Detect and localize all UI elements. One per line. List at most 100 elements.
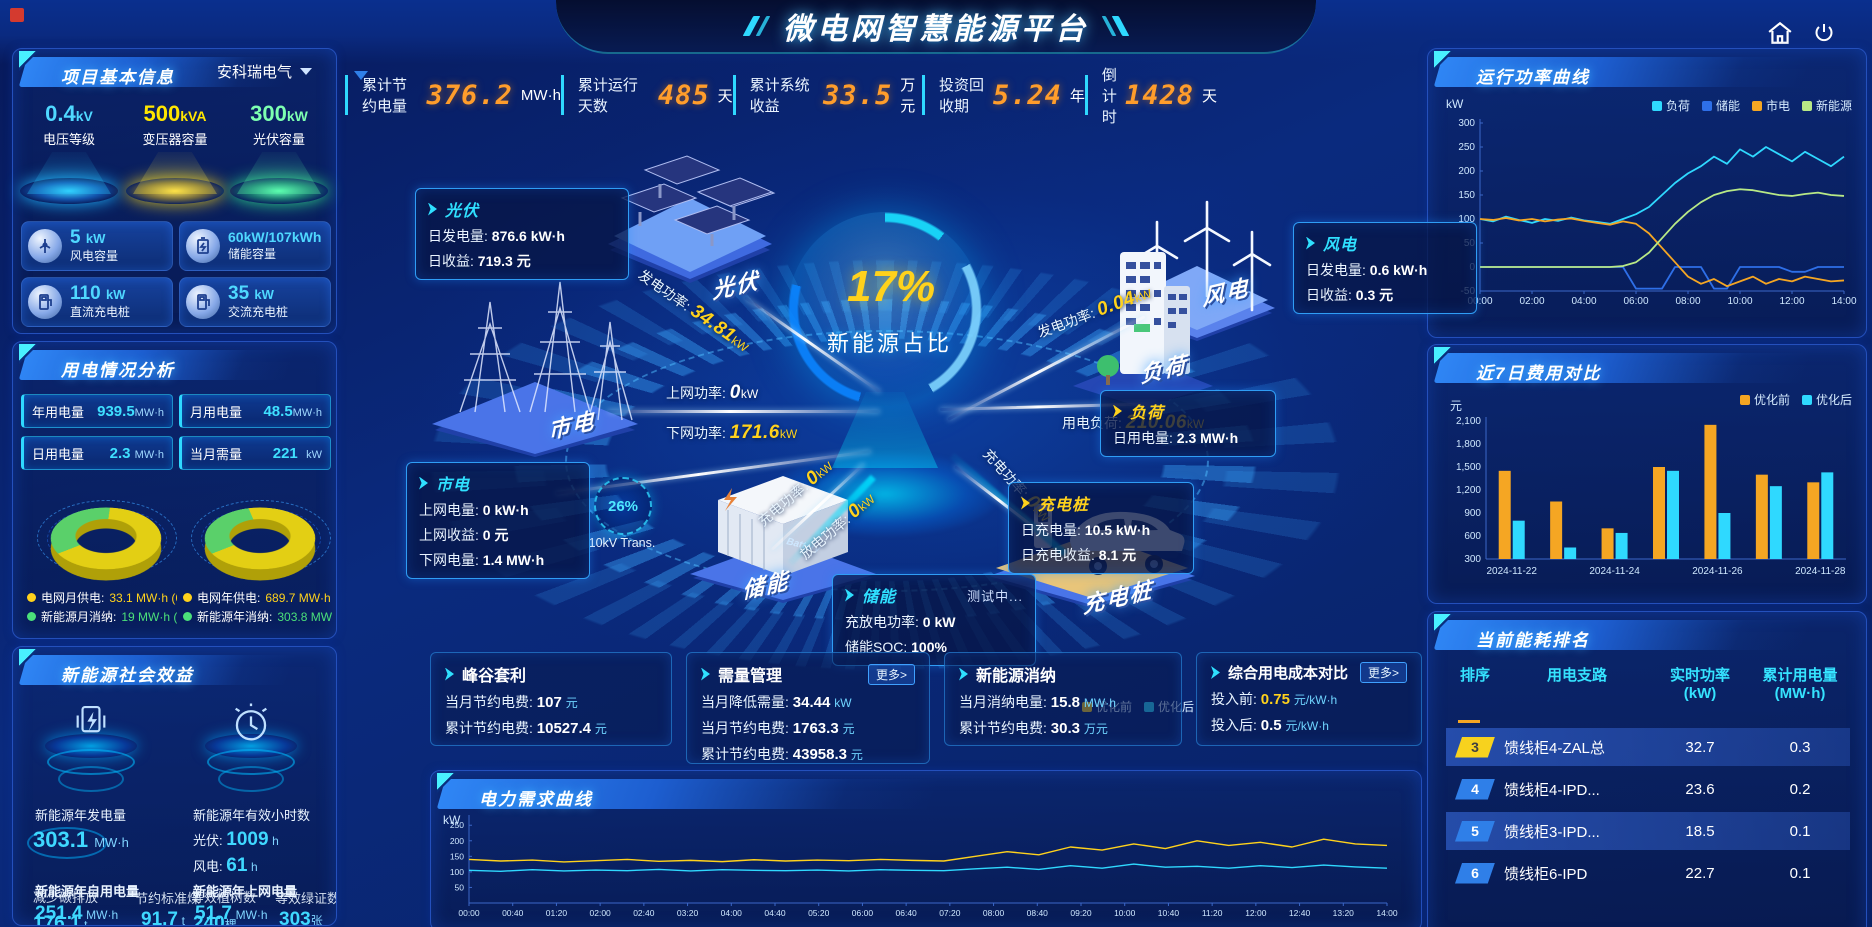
pedestal-voltage: 0.4kV 电压等级 xyxy=(17,101,121,204)
arrow-icon xyxy=(445,667,454,681)
certs-label: 等效绿证数 xyxy=(275,891,337,906)
svg-text:04:40: 04:40 xyxy=(764,908,786,918)
card-storage-capacity: 60kW/107kWh 储能容量 xyxy=(179,221,331,271)
chip-month-demand: 当月需量 221 kW xyxy=(179,436,331,470)
cost-legend: 优化前 优化后 xyxy=(1739,391,1852,408)
svg-text:50: 50 xyxy=(455,882,465,892)
transformer-label: 10kV Trans. xyxy=(588,536,656,550)
svg-text:09:20: 09:20 xyxy=(1070,908,1092,918)
legend-year-renew: 新能源年消纳:303.8 MW·h (31%) xyxy=(183,608,333,625)
svg-text:2024-11-28: 2024-11-28 xyxy=(1795,566,1846,577)
svg-text:01:20: 01:20 xyxy=(546,908,568,918)
chip-day-usage: 日用电量 2.3 MW·h xyxy=(21,436,173,470)
arrow-icon xyxy=(1113,404,1122,418)
table-row[interactable]: 6 馈线柜6-IPD 22.7 0.1 xyxy=(1446,854,1850,892)
arrow-icon xyxy=(1021,496,1030,510)
demand-chart: 250 200 150 100 50 00:00 00:40 01:20 02:00 02:40 0… xyxy=(450,815,1398,918)
rank-badge: 5 xyxy=(1455,820,1495,842)
arrow-icon xyxy=(845,588,854,602)
arrow-icon xyxy=(428,202,437,216)
legend-year-grid: 电网年供电:689.7 MW·h (69%) xyxy=(183,589,333,606)
svg-text:10:00: 10:00 xyxy=(1727,296,1752,307)
card-dc-charger: 110 kW 直流充电桩 xyxy=(21,277,173,327)
grid-island xyxy=(432,281,638,457)
legend-month-grid: 电网月供电:33.1 MW·h (64%) xyxy=(27,589,177,606)
hours-ped xyxy=(191,701,311,792)
ess-island: Battery xyxy=(690,476,876,603)
kpi-run-days: 累计运行天数 485 天 xyxy=(560,75,733,115)
load-info-box: 负荷 日用电量: 2.3 MW·h xyxy=(1100,390,1276,457)
more-button[interactable]: 更多> xyxy=(1359,662,1407,683)
run-ylabel: kW xyxy=(1446,97,1464,111)
svg-text:250: 250 xyxy=(1458,142,1475,153)
renewable-benefit-panel: 新能源社会效益 新能源年发电量 303.1 MW·h 新能源年有效小时数 光伏:… xyxy=(12,646,337,926)
table-row[interactable]: 5 馈线柜3-IPD... 18.5 0.1 xyxy=(1446,812,1850,850)
svg-text:2024-11-24: 2024-11-24 xyxy=(1589,566,1640,577)
arrow-icon xyxy=(959,667,968,681)
legend-item: 优化前 xyxy=(1739,391,1790,408)
pedestal-pv: 300kW 光伏容量 xyxy=(227,101,331,204)
kpi-system-income: 累计系统收益 33.5 万元 xyxy=(732,75,922,115)
svg-text:00:40: 00:40 xyxy=(502,908,524,918)
svg-text:02:00: 02:00 xyxy=(590,908,612,918)
panel-header: 当前能耗排名 xyxy=(1434,614,1856,650)
project-info-panel: 项目基本信息 安科瑞电气 0.4kV 电压等级 500kVA 变压器容量 300… xyxy=(12,48,337,334)
renewable-ratio-value: 17% xyxy=(847,262,936,311)
cost-compare-chart: 2,100 1,800 1,500 1,200 900 600 300 2024-11-22 2… xyxy=(1456,416,1846,577)
legend-item: 储能 xyxy=(1701,97,1740,114)
grid-down-label: 下网功率: 171.6kW xyxy=(666,422,798,443)
svg-text:05:20: 05:20 xyxy=(808,908,830,918)
panel-header: 新能源社会效益 xyxy=(19,649,326,685)
svg-text:900: 900 xyxy=(1464,508,1481,519)
company-select[interactable]: 安科瑞电气 xyxy=(217,61,312,82)
renewable-ratio-label: 新能源占比 xyxy=(827,331,953,356)
home-icon[interactable] xyxy=(1762,16,1798,50)
svg-text:06:00: 06:00 xyxy=(852,908,874,918)
ess-status-badge: 测试中... xyxy=(967,588,1023,604)
table-row[interactable]: 3 馈线柜4-ZAL总 32.7 0.3 xyxy=(1446,728,1850,766)
more-button[interactable]: 更多> xyxy=(867,663,915,685)
generation-ped xyxy=(31,701,151,792)
svg-text:600: 600 xyxy=(1464,531,1481,542)
svg-text:300: 300 xyxy=(1464,554,1481,565)
grid-out-label: 新能源年上网电量 xyxy=(193,884,298,899)
svg-text:150: 150 xyxy=(450,851,464,861)
svg-text:150: 150 xyxy=(1458,190,1475,201)
rank-scroll-indicator xyxy=(1458,720,1480,723)
svg-text:200: 200 xyxy=(450,836,464,846)
demand-ylabel: kW xyxy=(443,813,461,827)
power-icon[interactable] xyxy=(1806,16,1842,50)
kpi-collapse-caret[interactable] xyxy=(354,71,368,80)
cost-ylabel: 元 xyxy=(1450,399,1463,413)
pv-info-box: 光伏 日发电量: 876.6 kW·h 日收益: 719.3 元 xyxy=(415,188,629,280)
trees-value: 240棵 xyxy=(193,913,237,926)
svg-text:1,200: 1,200 xyxy=(1456,485,1481,496)
svg-text:11:20: 11:20 xyxy=(1202,908,1223,918)
gen-label: 新能源年发电量 xyxy=(35,808,127,823)
arrow-icon xyxy=(1211,666,1220,679)
solar-energy-icon xyxy=(76,705,106,733)
svg-text:12:40: 12:40 xyxy=(1289,908,1311,918)
svg-text:12:00: 12:00 xyxy=(1245,908,1267,918)
grid-info-box: 市电 上网电量: 0 kW·h 上网收益: 0 元 下网电量: 1.4 MW·h xyxy=(406,462,590,579)
svg-text:100: 100 xyxy=(450,867,464,877)
svg-text:200: 200 xyxy=(1458,166,1475,177)
hours-label: 新能源年有效小时数 xyxy=(193,808,311,823)
svg-text:08:00: 08:00 xyxy=(1675,296,1700,307)
record-icon xyxy=(10,8,24,22)
svg-text:02:40: 02:40 xyxy=(633,908,655,918)
run-legend: 负荷 储能 市电 新能源 xyxy=(1651,97,1852,114)
energy-rank-panel: 当前能耗排名 排序 用电支路 实时功率 (kW) 累计用电量 (MW·h) 3 馈线… xyxy=(1427,611,1867,927)
svg-text:100: 100 xyxy=(1458,214,1475,225)
table-row[interactable]: 4 馈线柜4-IPD... 23.6 0.2 xyxy=(1446,770,1850,808)
month-supply-donut xyxy=(37,478,177,582)
self-use-value: 251.4 MW·h xyxy=(35,903,119,924)
kpi-payback: 投资回收期 5.24 年 xyxy=(922,75,1085,115)
svg-text:10:40: 10:40 xyxy=(1158,908,1180,918)
charger-info-box: 充电桩 日充电量: 10.5 kW·h 日充电收益: 8.1 元 xyxy=(1008,482,1194,574)
svg-text:00:00: 00:00 xyxy=(1467,296,1492,307)
cost-compare-panel: 近7日费用对比 元 优化前 优化后 2,100 1,800 1,500 1,200 900… xyxy=(1427,344,1867,604)
grid-up-spoke xyxy=(608,410,880,413)
